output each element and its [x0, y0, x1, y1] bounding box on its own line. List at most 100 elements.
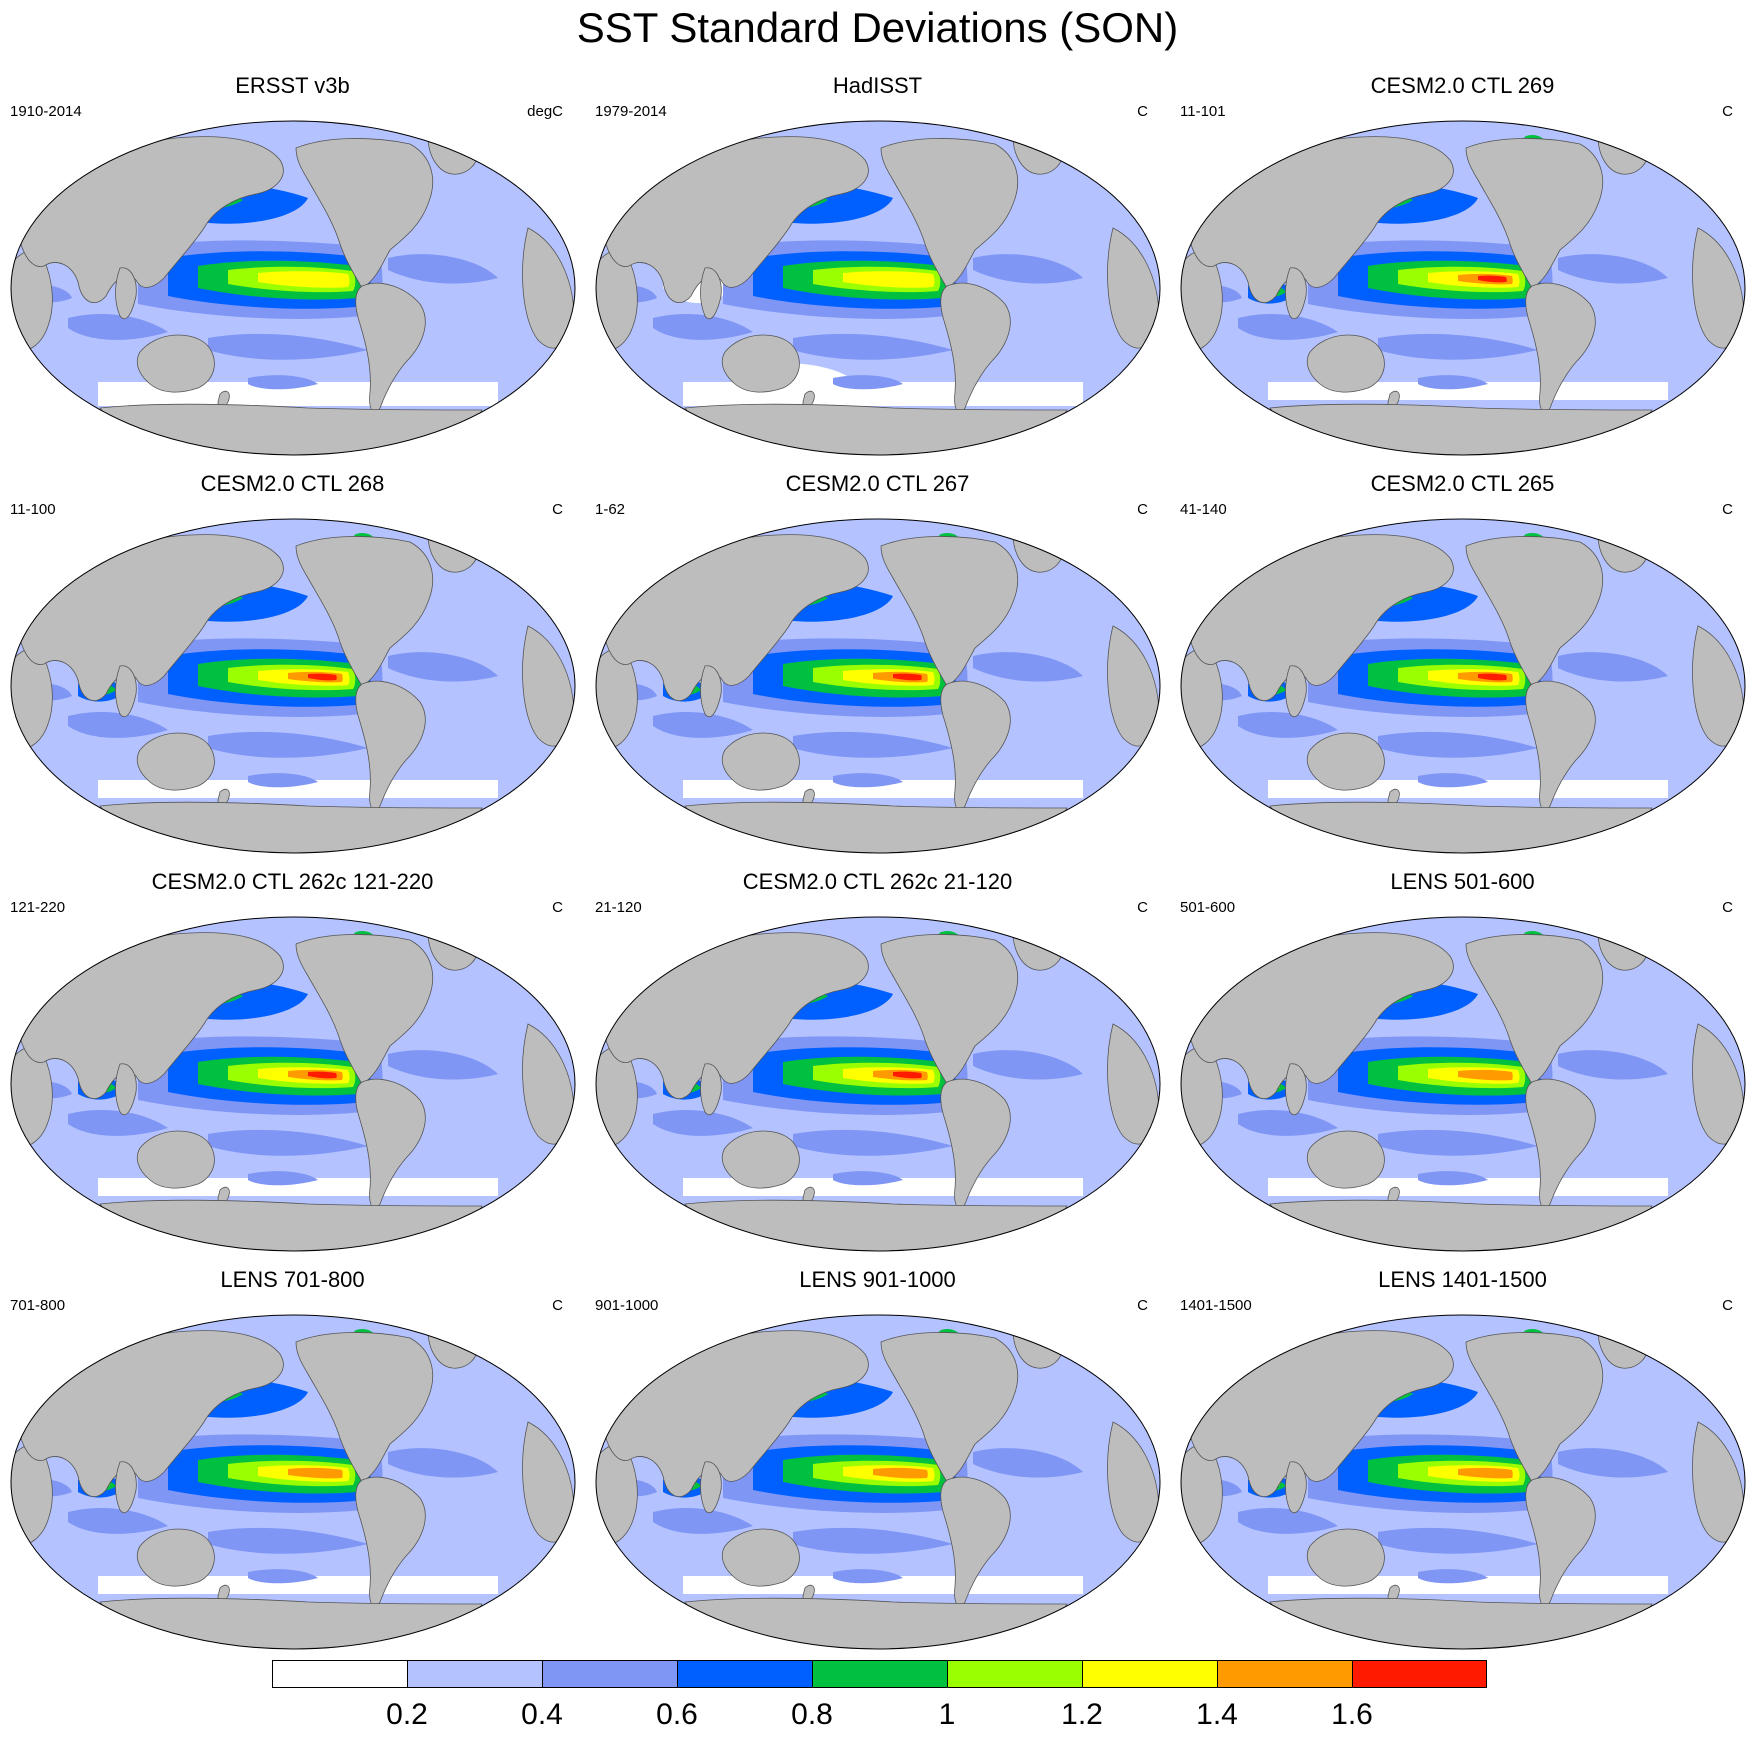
land-s-america: [355, 680, 426, 811]
map-outline: [595, 518, 1161, 854]
map-outline: [10, 1314, 576, 1650]
sd-0.4-0.6-region: [653, 313, 753, 340]
panel-units-label: C: [552, 501, 563, 518]
land-antarctica: [684, 403, 1068, 455]
land-australia: [1306, 334, 1385, 393]
panel-title: HadISST: [832, 73, 923, 98]
panel-title: CESM2.0 CTL 262c 21-120: [742, 869, 1013, 894]
panel-units-label: C: [1137, 1297, 1148, 1314]
map-panel: CESM2.0 CTL 262c 21-120 21-120 C: [585, 868, 1170, 1270]
panel-period-label: 1-62: [595, 501, 626, 518]
sd-0.4-0.6-region: [388, 1448, 498, 1478]
land-s-america: [940, 1476, 1011, 1607]
land-indochina: [700, 1063, 722, 1116]
land-n-america: [295, 138, 434, 289]
sd-0.4-0.6-region: [973, 1050, 1083, 1080]
panel-units-label: C: [1137, 899, 1148, 916]
land-s-america: [940, 282, 1011, 413]
land-n-america: [1465, 934, 1604, 1085]
panel-units-label: C: [1722, 899, 1733, 916]
map-outline: [10, 518, 576, 854]
land-australia: [721, 334, 800, 393]
sd-0.4-0.6-region: [1378, 1527, 1538, 1554]
sd-0.4-0.6-region: [68, 711, 168, 738]
equatorial-pacific-sd-region: [1458, 1069, 1513, 1081]
sd-0.4-0.6-region: [388, 254, 498, 284]
figure-title: SST Standard Deviations (SON): [576, 4, 1179, 51]
land-s-america: [355, 282, 426, 413]
equatorial-pacific-sd-region: [873, 1467, 928, 1479]
equatorial-pacific-sd-region: [308, 673, 337, 681]
land-indochina: [115, 267, 137, 320]
world-map: [595, 518, 1161, 854]
sd-0.4-0.6-region: [1558, 652, 1668, 682]
panel-period-label: 41-140: [1180, 501, 1227, 518]
sd-0.4-0.6-region: [208, 1129, 368, 1156]
land-s-america: [1525, 1078, 1596, 1209]
colorbar-swatch: [272, 1660, 407, 1688]
land-australia: [136, 334, 215, 393]
land-antarctica: [684, 1199, 1068, 1251]
panel-period-label: 1979-2014: [595, 103, 667, 120]
sd-0.4-0.6-region: [793, 333, 953, 360]
land-eurasia: [600, 1330, 869, 1498]
map-outline: [1180, 120, 1746, 456]
land-eurasia: [1185, 1330, 1454, 1498]
sd-0.4-0.6-region: [1378, 333, 1538, 360]
land-australia: [136, 732, 215, 791]
land-antarctica: [1269, 403, 1653, 455]
panel-title: LENS 701-800: [220, 1267, 365, 1292]
land-antarctica: [1269, 1199, 1653, 1251]
sd-0.4-0.6-region: [973, 1448, 1083, 1478]
sd-0.4-0.6-region: [833, 1171, 903, 1186]
world-map: [1180, 518, 1746, 854]
colorbar-tick-label: 1.4: [1196, 1698, 1238, 1731]
land-indochina: [115, 1461, 137, 1514]
map-panel: LENS 901-1000 901-1000 C: [585, 1266, 1170, 1668]
map-panel: CESM2.0 CTL 262c 121-220 121-220 C: [0, 868, 585, 1270]
land-s-america: [1525, 1476, 1596, 1607]
panel-period-label: 21-120: [595, 899, 642, 916]
equatorial-pacific-sd-region: [288, 1467, 343, 1479]
sd-0.4-0.6-region: [653, 1507, 753, 1534]
equatorial-pacific-sd-region: [1458, 1467, 1513, 1479]
sd-0.4-0.6-region: [1418, 1569, 1488, 1584]
colorbar-swatch: [947, 1660, 1082, 1688]
land-s-america: [355, 1476, 426, 1607]
sd-0.4-0.6-region: [388, 652, 498, 682]
panel-title: CESM2.0 CTL 262c 121-220: [151, 869, 434, 894]
panel-units-label: C: [1137, 501, 1148, 518]
panel-units-label: C: [1722, 103, 1733, 120]
land-eurasia: [15, 534, 284, 702]
sd-0.4-0.6-region: [653, 711, 753, 738]
land-n-america: [295, 934, 434, 1085]
colorbar-swatch: [677, 1660, 812, 1688]
land-australia: [136, 1130, 215, 1189]
land-s-america: [940, 680, 1011, 811]
land-australia: [721, 1130, 800, 1189]
land-n-america: [1465, 1332, 1604, 1483]
equatorial-pacific-sd-region: [1478, 673, 1507, 681]
land-antarctica: [99, 403, 483, 455]
colorbar: 0.2 0.4 0.6 0.8 1 1.2 1.4 1.6: [0, 1660, 1755, 1738]
sd-0.4-0.6-region: [248, 1171, 318, 1186]
map-outline: [10, 120, 576, 456]
colorbar-tick-label: 0.8: [791, 1698, 833, 1731]
land-n-america: [880, 934, 1019, 1085]
land-s-america: [940, 1078, 1011, 1209]
world-map: [1180, 1314, 1746, 1650]
equatorial-pacific-sd-region: [258, 271, 350, 288]
land-eurasia: [600, 534, 869, 702]
equatorial-pacific-sd-region: [893, 673, 922, 681]
sd-0.4-0.6-region: [1238, 1109, 1338, 1136]
land-antarctica: [99, 1597, 483, 1649]
sd-0.4-0.6-region: [833, 1569, 903, 1584]
land-n-america: [295, 1332, 434, 1483]
sd-0.4-0.6-region: [1418, 1171, 1488, 1186]
land-indochina: [1285, 665, 1307, 718]
land-australia: [721, 1528, 800, 1587]
panel-units-label: C: [1722, 501, 1733, 518]
panel-period-label: 1401-1500: [1180, 1297, 1252, 1314]
land-indochina: [1285, 1063, 1307, 1116]
sd-0.4-0.6-region: [1378, 1129, 1538, 1156]
